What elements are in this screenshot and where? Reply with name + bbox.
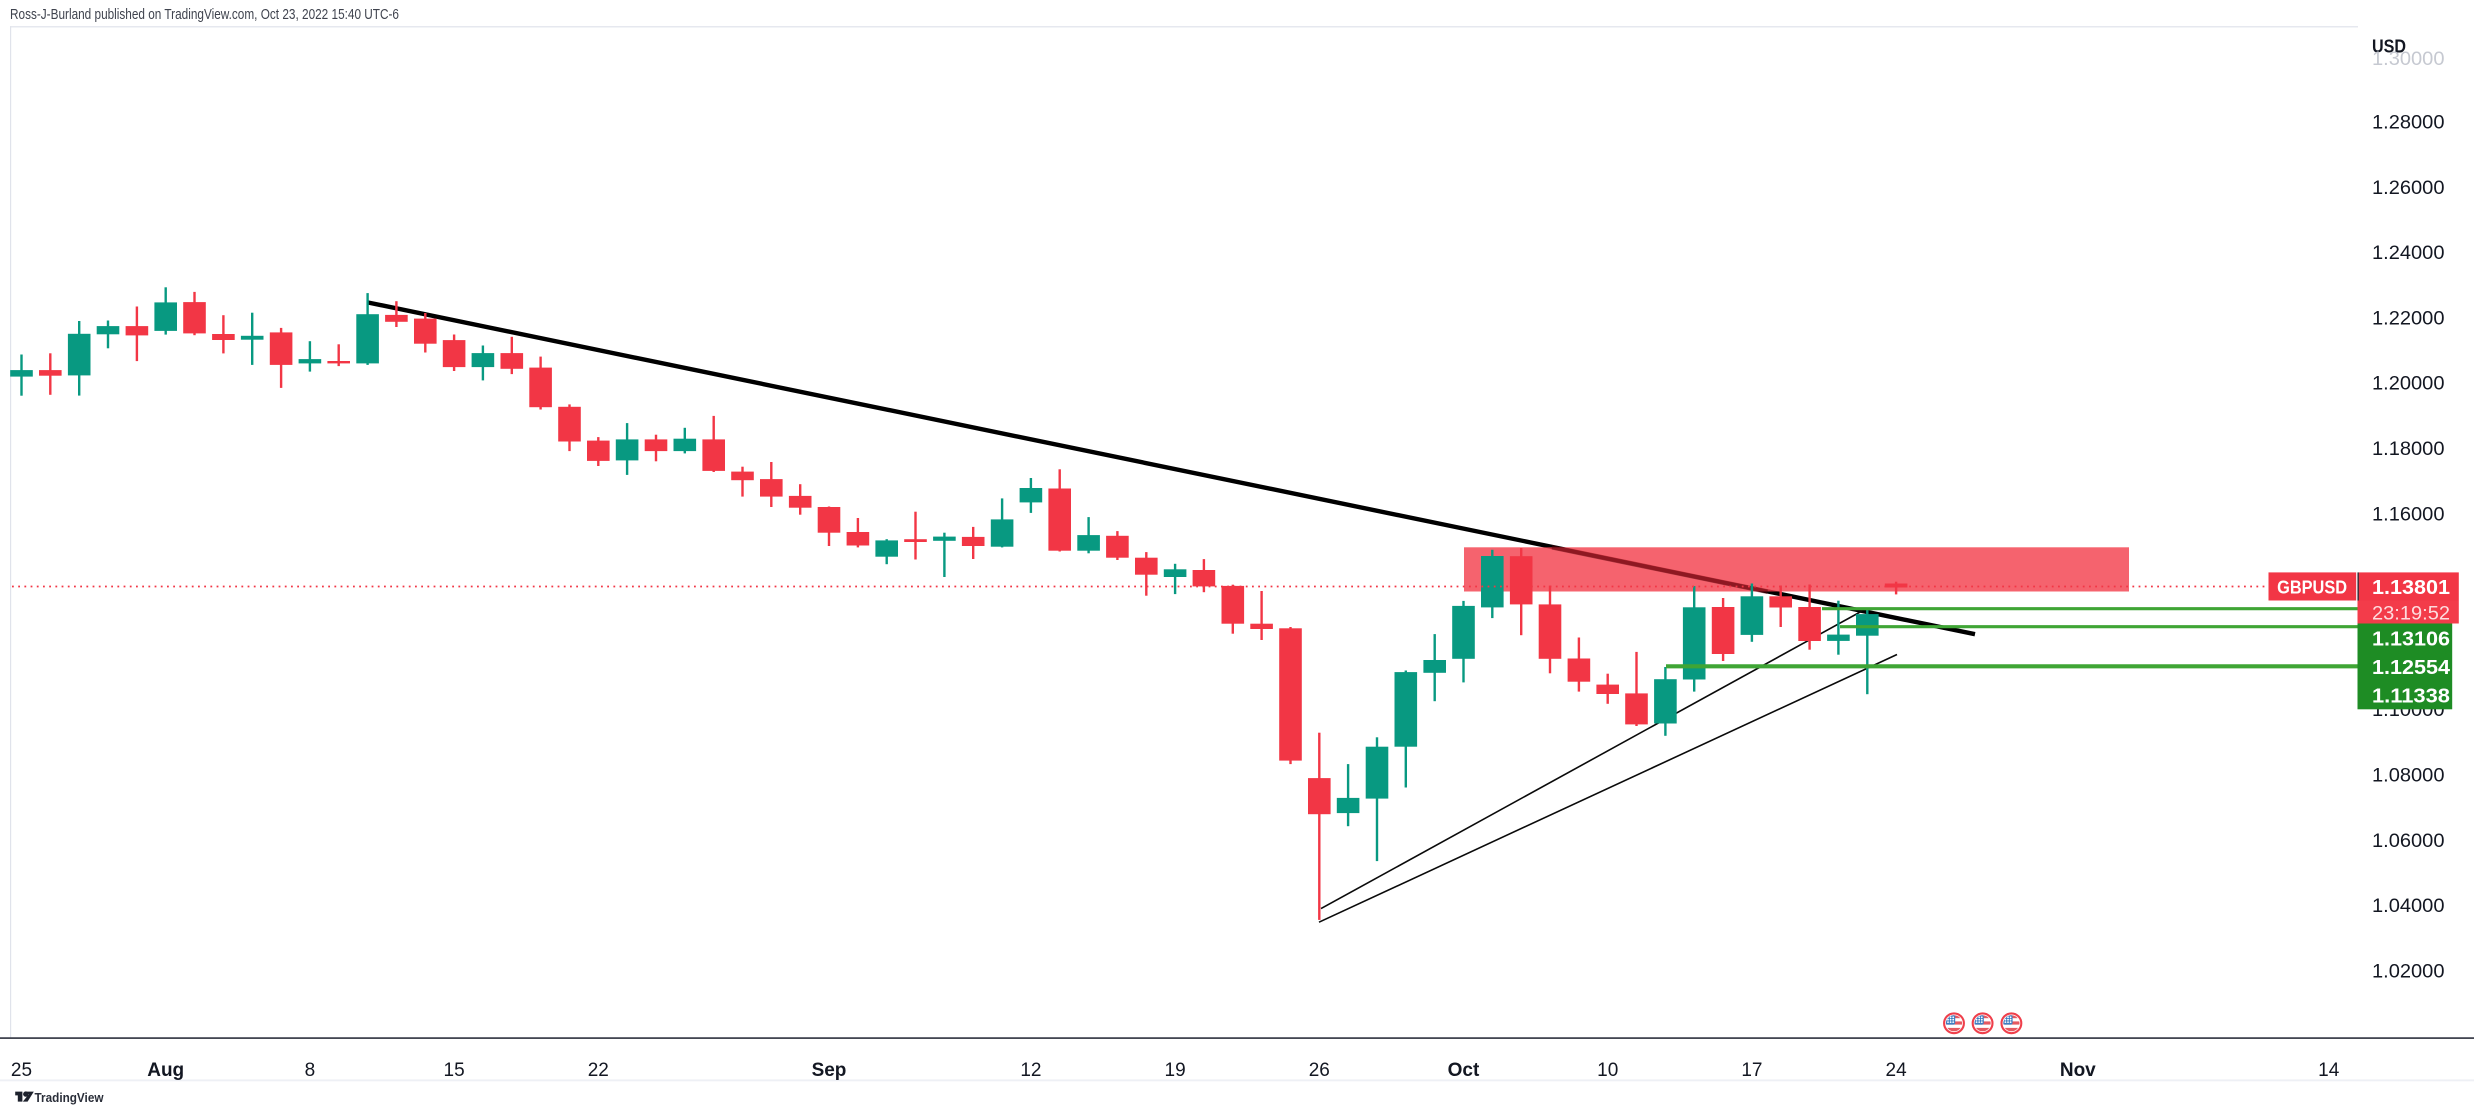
svg-text:1.12554: 1.12554 <box>2372 657 2451 679</box>
svg-text:1.06000: 1.06000 <box>2372 831 2445 852</box>
svg-text:Ross-J-Burland published on Tr: Ross-J-Burland published on TradingView.… <box>10 7 399 23</box>
svg-text:USD: USD <box>2372 36 2406 57</box>
svg-text:24: 24 <box>1886 1060 1908 1081</box>
svg-text:8: 8 <box>305 1060 316 1081</box>
svg-text:19: 19 <box>1165 1060 1186 1081</box>
svg-text:12: 12 <box>1020 1060 1041 1081</box>
svg-text:14: 14 <box>2318 1060 2340 1081</box>
svg-text:1.30000: 1.30000 <box>2372 49 2445 70</box>
svg-text:Nov: Nov <box>2060 1060 2096 1081</box>
svg-text:1.13801: 1.13801 <box>2372 577 2450 599</box>
svg-text:1.16000: 1.16000 <box>2372 504 2445 525</box>
svg-text:15: 15 <box>444 1060 465 1081</box>
svg-text:23:19:52: 23:19:52 <box>2372 602 2450 624</box>
svg-text:1.02000: 1.02000 <box>2372 961 2445 982</box>
svg-text:1.11338: 1.11338 <box>2372 685 2450 707</box>
svg-text:1.28000: 1.28000 <box>2372 113 2445 134</box>
svg-text:22: 22 <box>588 1060 609 1081</box>
svg-text:1.08000: 1.08000 <box>2372 766 2445 787</box>
svg-text:1.26000: 1.26000 <box>2372 178 2445 199</box>
svg-text:Oct: Oct <box>1448 1060 1480 1081</box>
svg-text:1.22000: 1.22000 <box>2372 308 2445 329</box>
svg-text:1.18000: 1.18000 <box>2372 439 2445 460</box>
svg-text:Sep: Sep <box>812 1060 847 1081</box>
svg-text:1.24000: 1.24000 <box>2372 243 2445 264</box>
svg-text:1.13106: 1.13106 <box>2372 629 2450 651</box>
svg-text:26: 26 <box>1309 1060 1330 1081</box>
svg-text:10: 10 <box>1597 1060 1618 1081</box>
svg-text:TradingView: TradingView <box>35 1090 105 1105</box>
svg-text:17: 17 <box>1741 1060 1762 1081</box>
svg-text:Aug: Aug <box>147 1060 184 1081</box>
svg-text:1.04000: 1.04000 <box>2372 896 2445 917</box>
svg-text:1.20000: 1.20000 <box>2372 374 2445 395</box>
svg-text:GBPUSD: GBPUSD <box>2277 578 2347 598</box>
svg-text:25: 25 <box>11 1060 32 1081</box>
